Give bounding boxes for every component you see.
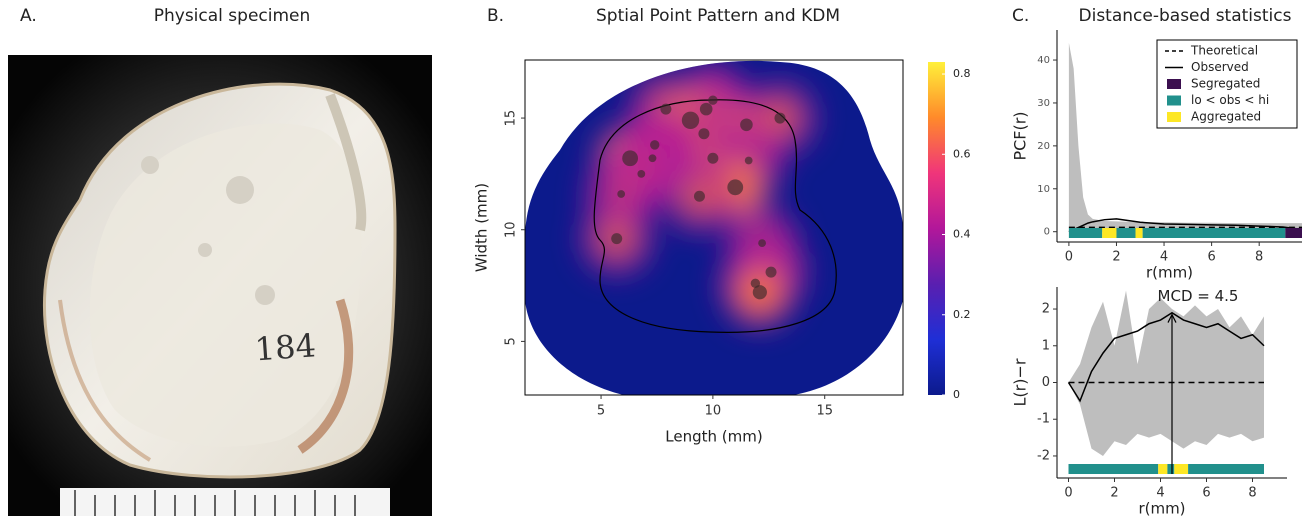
- x-tick-label: 4: [1160, 250, 1168, 265]
- x-tick-label: 8: [1255, 250, 1263, 265]
- point: [650, 140, 660, 150]
- point: [617, 190, 626, 198]
- state-segment: [1285, 228, 1302, 238]
- legend-swatch: [1167, 95, 1181, 106]
- panel-title: Physical specimen: [154, 6, 311, 26]
- legend-label: Observed: [1191, 60, 1249, 74]
- x-tick-label: 6: [1207, 250, 1215, 265]
- chart-title: Distance-based statistics: [1079, 6, 1292, 26]
- y-tick-label: 10: [1037, 184, 1050, 195]
- specimen-annotation: 184: [254, 326, 318, 368]
- point: [774, 112, 786, 124]
- state-segment: [1102, 228, 1117, 238]
- point: [622, 150, 639, 167]
- x-axis-title: r(mm): [1146, 264, 1193, 282]
- state-segment: [1068, 464, 1159, 474]
- point: [727, 179, 744, 196]
- legend-label: lo < obs < hi: [1191, 93, 1269, 107]
- point: [758, 239, 766, 248]
- x-tick-label: 10: [705, 404, 722, 419]
- point: [699, 102, 713, 116]
- state-segment: [1142, 228, 1286, 238]
- y-tick-label: -1: [1037, 412, 1050, 427]
- specimen-outline: [593, 99, 837, 333]
- point: [660, 103, 672, 115]
- colorbar-tick-label: 0.6: [953, 147, 971, 160]
- point: [765, 266, 777, 278]
- envelope: [1068, 290, 1264, 456]
- annotation-arrowhead: [1167, 313, 1177, 323]
- state-segment: [1167, 464, 1175, 474]
- annotation: MCD = 4.5: [1158, 287, 1239, 305]
- y-tick-label: 40: [1037, 55, 1050, 66]
- panel-label: A.: [20, 6, 37, 26]
- point: [707, 152, 719, 164]
- legend-label: Segregated: [1191, 77, 1260, 91]
- point: [698, 128, 710, 140]
- y-tick-label: 10: [504, 221, 519, 238]
- x-tick-label: 2: [1110, 486, 1118, 501]
- y-tick-label: 1: [1042, 338, 1050, 353]
- point: [611, 233, 623, 245]
- legend-swatch: [1167, 79, 1181, 89]
- state-segment: [1135, 228, 1143, 238]
- series-line: [1068, 218, 1303, 233]
- panel-b: [525, 60, 903, 395]
- y-axis-title: Width (mm): [473, 183, 491, 272]
- x-tick-label: 15: [816, 404, 833, 419]
- point: [740, 118, 753, 132]
- y-tick-label: 15: [504, 110, 519, 127]
- y-axis-title: PCF(r): [1011, 111, 1030, 160]
- y-tick-label: -2: [1037, 448, 1050, 463]
- point: [648, 154, 657, 163]
- state-segment: [1068, 228, 1103, 238]
- panel-label: B.: [487, 6, 504, 26]
- legend-label: Theoretical: [1190, 44, 1258, 58]
- series-line: [1067, 311, 1265, 403]
- y-tick-label: 20: [1037, 141, 1050, 152]
- specimen-photo: [8, 55, 432, 516]
- x-axis-title: r(mm): [1138, 500, 1185, 516]
- y-tick-label: 0: [1044, 227, 1050, 238]
- point: [637, 170, 646, 178]
- colorbar: [928, 62, 945, 395]
- y-axis-title: L(r)−r: [1011, 358, 1030, 406]
- x-tick-label: 2: [1112, 250, 1120, 265]
- y-tick-label: 30: [1037, 98, 1050, 109]
- point: [744, 156, 753, 165]
- y-tick-label: 5: [504, 337, 519, 345]
- point: [752, 285, 767, 300]
- legend-swatch: [1167, 112, 1181, 122]
- y-tick-label: 0: [1042, 375, 1050, 390]
- colorbar-tick-label: 0: [953, 388, 960, 401]
- panel-label: C.: [1012, 6, 1029, 26]
- x-tick-label: 4: [1156, 486, 1164, 501]
- plot-frame: [524, 59, 904, 396]
- legend-label: Aggregated: [1191, 110, 1261, 124]
- state-segment: [1116, 228, 1136, 238]
- x-tick-label: 0: [1065, 250, 1073, 265]
- density-field: [580, 64, 816, 329]
- colorbar-tick-label: 0.8: [953, 67, 971, 80]
- state-segment: [1158, 464, 1168, 474]
- chart-title: Sptial Point Pattern and KDM: [596, 6, 840, 26]
- x-axis-title: Length (mm): [665, 428, 762, 446]
- point: [708, 95, 718, 105]
- x-tick-label: 8: [1248, 486, 1256, 501]
- state-segment: [1188, 464, 1264, 474]
- y-tick-label: 2: [1042, 302, 1050, 317]
- x-tick-label: 0: [1064, 486, 1072, 501]
- colorbar-tick-label: 0.4: [953, 228, 971, 241]
- point: [681, 111, 700, 129]
- x-tick-label: 6: [1202, 486, 1210, 501]
- point: [693, 190, 705, 202]
- x-tick-label: 5: [597, 404, 605, 419]
- colorbar-tick-label: 0.2: [953, 308, 971, 321]
- state-segment: [1174, 464, 1189, 474]
